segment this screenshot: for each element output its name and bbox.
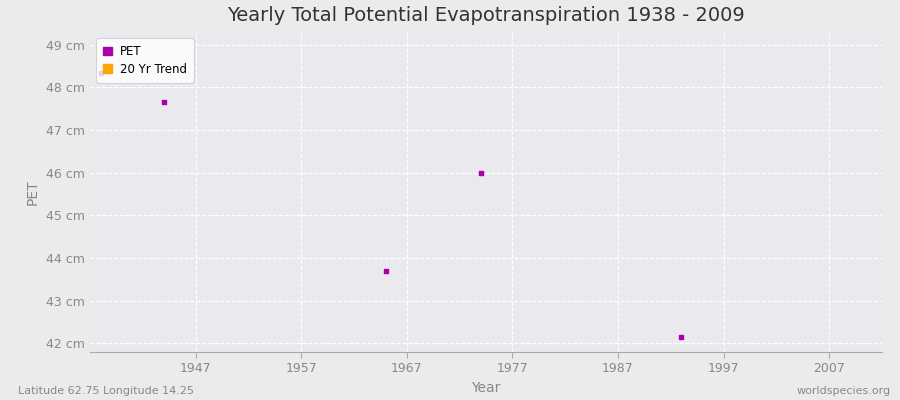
- PET: [674, 334, 688, 340]
- Y-axis label: PET: PET: [25, 179, 40, 205]
- Text: worldspecies.org: worldspecies.org: [796, 386, 891, 396]
- Legend: PET, 20 Yr Trend: PET, 20 Yr Trend: [96, 38, 194, 83]
- X-axis label: Year: Year: [472, 381, 500, 395]
- PET: [94, 69, 108, 76]
- PET: [473, 170, 488, 176]
- PET: [379, 268, 393, 274]
- PET: [157, 99, 171, 106]
- Text: Latitude 62.75 Longitude 14.25: Latitude 62.75 Longitude 14.25: [18, 386, 194, 396]
- Title: Yearly Total Potential Evapotranspiration 1938 - 2009: Yearly Total Potential Evapotranspiratio…: [227, 6, 745, 25]
